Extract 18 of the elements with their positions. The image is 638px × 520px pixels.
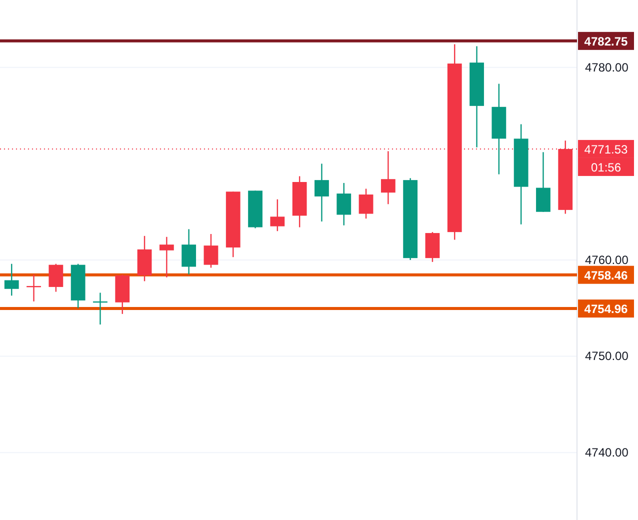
y-tick-label: 4760.00 <box>585 252 629 267</box>
y-tick-label: 4750.00 <box>585 349 629 364</box>
candlestick <box>48 263 64 292</box>
ref-line-label: 4771.53 <box>584 142 628 156</box>
candlestick <box>159 236 174 278</box>
ref-line-label: 4758.46 <box>584 268 628 282</box>
ref-line-label: 4782.75 <box>584 34 628 48</box>
ref-line-label: 4754.96 <box>584 302 628 316</box>
y-tick-label: 4780.00 <box>585 60 629 74</box>
candlestick <box>182 228 196 276</box>
candlestick <box>314 163 329 222</box>
y-tick-label: 4740.00 <box>585 445 629 460</box>
candlestick <box>358 188 374 220</box>
text: 01:56 <box>590 160 622 174</box>
candlestick <box>270 198 285 232</box>
candlestick <box>4 263 19 296</box>
candlestick <box>336 182 352 226</box>
candlestick <box>204 233 218 268</box>
